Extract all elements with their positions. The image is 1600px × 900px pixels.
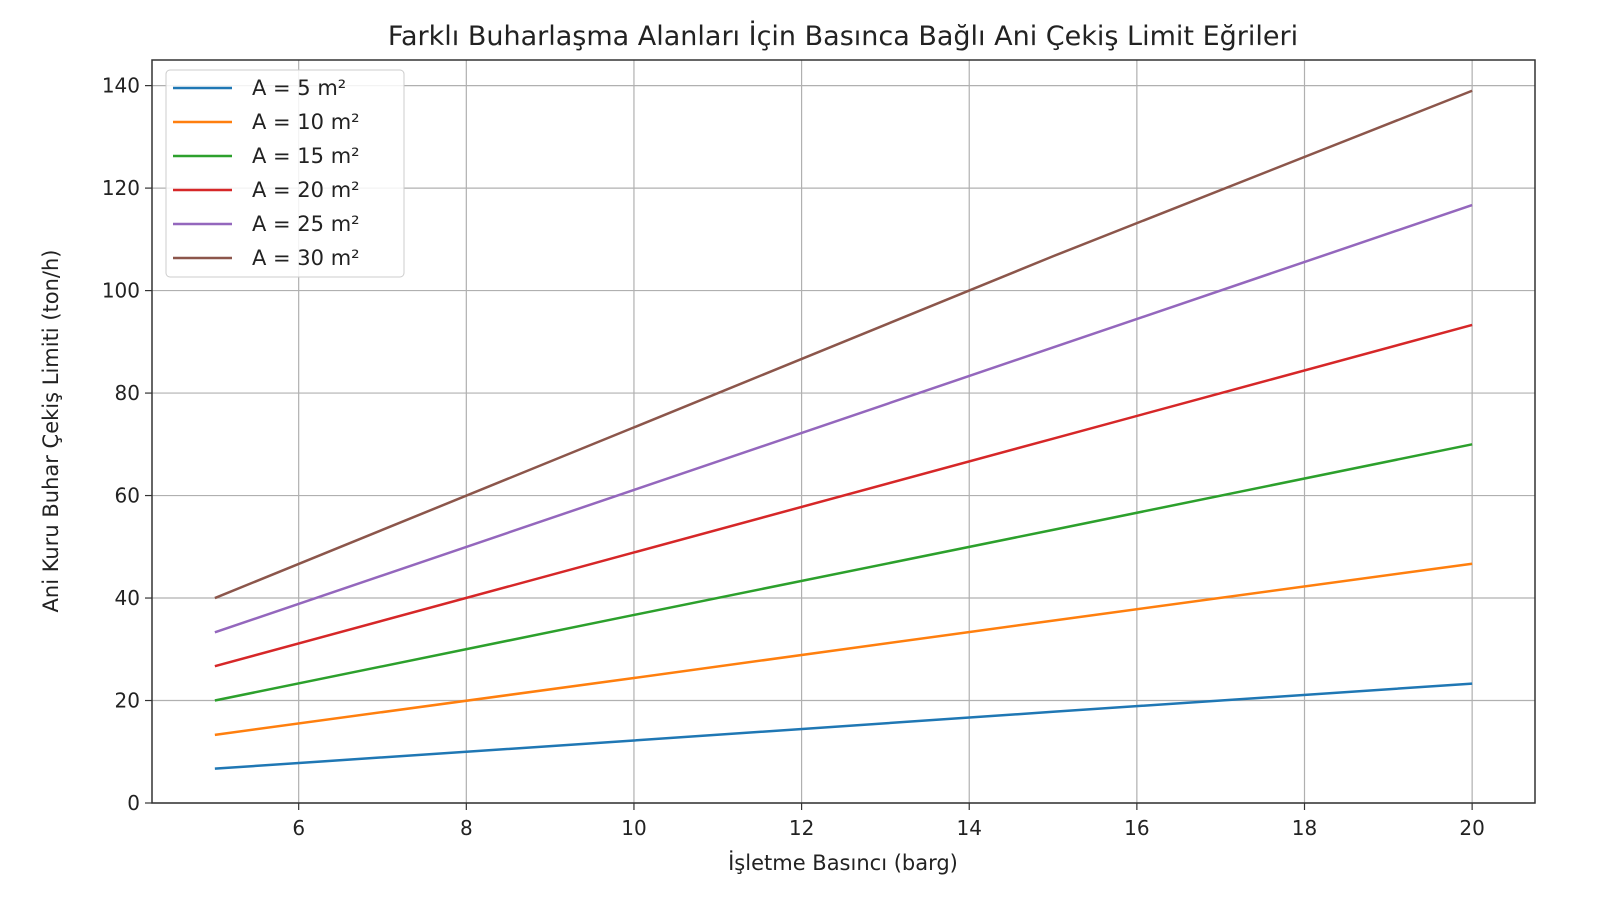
legend-label: A = 30 m² <box>252 246 360 270</box>
x-axis-label: İşletme Basıncı (barg) <box>728 850 958 875</box>
legend-label: A = 5 m² <box>252 76 346 100</box>
series-line-3 <box>214 443 1473 702</box>
series-lines <box>214 89 1473 770</box>
y-tick-label: 140 <box>102 74 140 98</box>
y-axis-ticks: 0 20 40 60 80 100 120 140 <box>102 74 152 815</box>
y-axis-label: Ani Kuru Buhar Çekiş Limiti (ton/h) <box>39 250 63 613</box>
x-tick-label: 10 <box>621 816 646 840</box>
legend-label: A = 15 m² <box>252 144 360 168</box>
x-tick-label: 8 <box>460 816 473 840</box>
legend-label: A = 20 m² <box>252 178 360 202</box>
y-tick-label: 40 <box>115 586 140 610</box>
y-tick-label: 20 <box>115 689 140 713</box>
plot-frame <box>151 59 1536 804</box>
x-tick-label: 14 <box>957 816 982 840</box>
y-tick-label: 120 <box>102 176 140 200</box>
series-line-1 <box>214 682 1473 770</box>
y-tick-label: 80 <box>115 381 140 405</box>
series-line-4 <box>214 323 1473 668</box>
x-tick-label: 6 <box>292 816 305 840</box>
legend-label: A = 25 m² <box>252 212 360 236</box>
series-line-6 <box>214 89 1473 600</box>
x-tick-label: 12 <box>789 816 814 840</box>
x-tick-label: 18 <box>1292 816 1317 840</box>
x-axis-ticks: 6 8 10 12 14 16 18 20 <box>292 803 1485 840</box>
chart-title: Farklı Buharlaşma Alanları İçin Basınca … <box>388 20 1298 52</box>
legend-label: A = 10 m² <box>252 110 360 134</box>
grid <box>152 60 1535 804</box>
series-line-5 <box>214 203 1473 634</box>
y-tick-label: 100 <box>102 279 140 303</box>
x-tick-label: 16 <box>1124 816 1149 840</box>
y-tick-label: 60 <box>115 484 140 508</box>
series-line-2 <box>214 562 1473 737</box>
y-tick-label: 0 <box>127 791 140 815</box>
legend: A = 5 m² A = 10 m² A = 15 m² A = 20 m² A = 2… <box>165 69 405 278</box>
x-tick-label: 20 <box>1459 816 1484 840</box>
